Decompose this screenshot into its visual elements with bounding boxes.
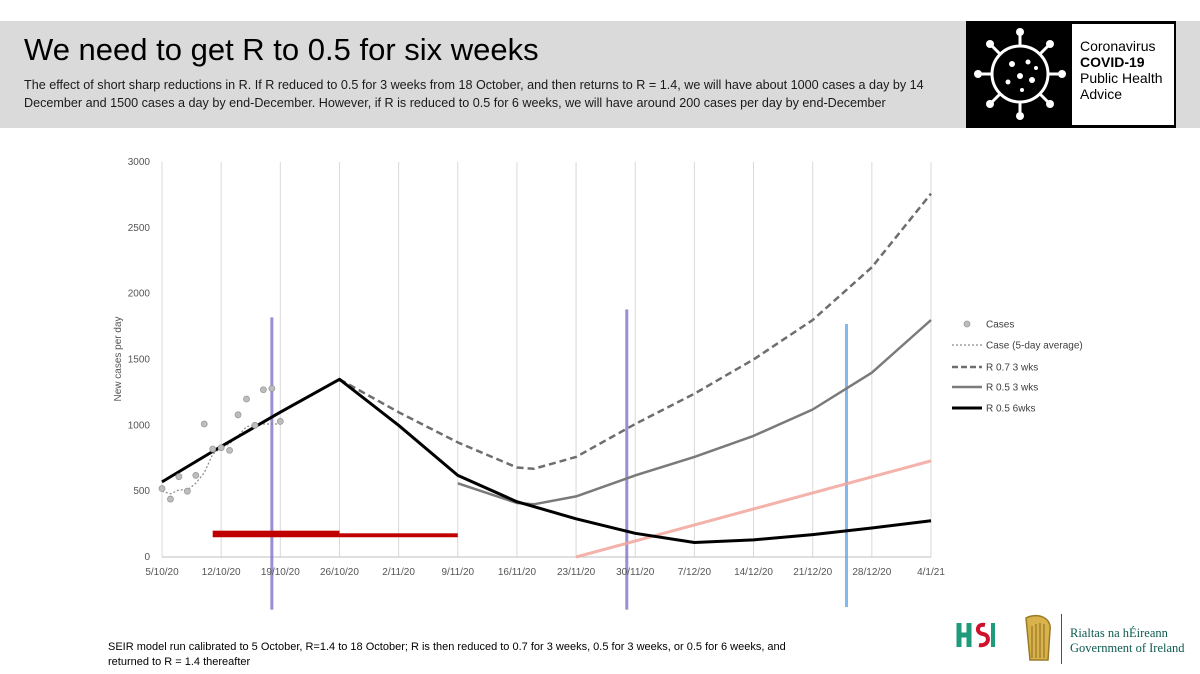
- gov-line-irish: Rialtas na hÉireann: [1070, 626, 1168, 640]
- y-tick-label: 1000: [128, 420, 151, 431]
- x-tick-label: 26/10/20: [320, 567, 359, 578]
- x-tick-label: 2/11/20: [382, 567, 415, 578]
- case-point: [268, 385, 276, 392]
- marker-line-29-nov: [625, 309, 629, 610]
- legend-label: R 0.5 6wks: [986, 404, 1035, 415]
- case-point: [209, 445, 217, 453]
- virus-icon: [974, 28, 1066, 120]
- harp-icon: [1025, 614, 1051, 661]
- chart-annotations: [212, 309, 932, 610]
- logo-line-public-health: Public Health: [1080, 70, 1163, 86]
- hse-logo-icon: [956, 622, 995, 648]
- covid-logo-text: Coronavirus COVID-19 Public Health Advic…: [1080, 38, 1163, 102]
- red-bar-3wks: [212, 530, 340, 538]
- legend-label: R 0.5 3 wks: [986, 383, 1038, 394]
- covid-logo-text-panel: [1072, 24, 1174, 125]
- x-tick-label: 21/12/20: [793, 567, 832, 578]
- y-tick-label: 1500: [128, 355, 151, 366]
- chart-gridlines: [161, 162, 932, 558]
- logo-line-covid: COVID-19: [1080, 54, 1145, 70]
- case-point: [183, 487, 191, 495]
- case-point: [167, 495, 174, 503]
- x-tick-label: 28/12/20: [852, 567, 891, 578]
- x-tick-label: 12/10/20: [202, 567, 241, 578]
- logo-line-coronavirus: Coronavirus: [1080, 38, 1156, 54]
- y-tick-label: 0: [144, 552, 150, 563]
- legend-swatch-cases: [963, 320, 971, 328]
- case-point: [251, 421, 259, 429]
- x-tick-label: 14/12/20: [734, 567, 773, 578]
- y-tick-label: 2500: [128, 223, 151, 234]
- x-tick-label: 4/1/21: [917, 567, 945, 578]
- case-point: [200, 420, 208, 428]
- gov-divider: [1061, 614, 1062, 664]
- legend-label: Case (5-day average): [986, 341, 1083, 352]
- page-subtitle: The effect of short sharp reductions in …: [24, 78, 924, 110]
- case-point: [276, 417, 284, 425]
- x-tick-label: 7/12/20: [678, 567, 712, 578]
- x-tick-label: 19/10/20: [261, 567, 300, 578]
- gov-logo-text: Rialtas na hÉireann Government of Irelan…: [1070, 626, 1185, 656]
- pink-trend-line: [575, 459, 932, 559]
- chart-series: [158, 192, 932, 544]
- case-point: [234, 411, 242, 419]
- series-line-r-0-5-6wks: [161, 377, 932, 544]
- gov-line-english: Government of Ireland: [1070, 641, 1185, 655]
- y-tick-label: 3000: [128, 157, 151, 168]
- case-point: [158, 485, 166, 492]
- case-point: [217, 444, 225, 452]
- case-point: [243, 395, 250, 403]
- case-point: [260, 386, 267, 394]
- x-tick-label: 5/10/20: [145, 567, 179, 578]
- case-point: [226, 446, 234, 454]
- page-title: We need to get R to 0.5 for six weeks: [24, 32, 539, 67]
- x-tick-label: 23/11/20: [557, 567, 596, 578]
- footnote: SEIR model run calibrated to 5 October, …: [108, 641, 786, 668]
- marker-line-25-dec: [844, 323, 848, 608]
- chart-ticks: 5/10/20 12/10/20 19/10/20 26/10/20 2/11/20 9/…: [128, 157, 946, 578]
- marker-line-18-oct: [270, 317, 274, 610]
- chart-legend: Cases Case (5-day average) R 0.7 3 wks R 0.…: [952, 320, 1083, 415]
- red-bar-6wks: [339, 533, 458, 538]
- y-tick-label: 500: [133, 486, 150, 497]
- x-tick-label: 9/11/20: [441, 567, 474, 578]
- legend-label: R 0.7 3 wks: [986, 363, 1038, 374]
- logo-line-advice: Advice: [1080, 86, 1123, 102]
- x-tick-label: 16/11/20: [498, 567, 537, 578]
- case-point: [175, 473, 183, 481]
- y-axis-label: New cases per day: [113, 316, 124, 401]
- series-line-r-0-7-3-wks: [338, 192, 932, 471]
- x-tick-label: 30/11/20: [616, 567, 655, 578]
- y-tick-label: 2000: [128, 289, 151, 300]
- case-point: [192, 471, 200, 479]
- legend-label: Cases: [986, 320, 1014, 331]
